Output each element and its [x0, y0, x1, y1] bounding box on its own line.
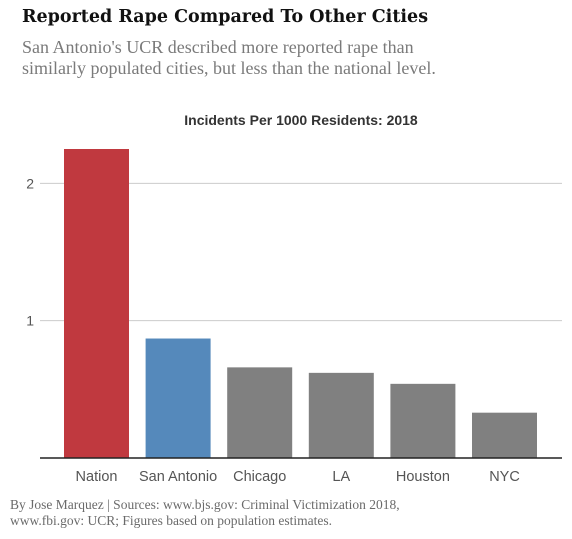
bar-la	[308, 372, 374, 458]
chart-subtitle: San Antonio's UCR described more reporte…	[22, 37, 562, 79]
x-tick-label: NYC	[489, 469, 520, 485]
bar-nation	[64, 149, 129, 458]
x-tick-label: Houston	[396, 469, 450, 485]
bar-san-antonio	[145, 338, 211, 458]
subtitle-line-2: similarly populated cities, but less tha…	[22, 58, 436, 78]
bar-nyc	[472, 412, 537, 458]
subtitle-line-1: San Antonio's UCR described more reporte…	[22, 37, 414, 57]
x-tick-label: Nation	[76, 469, 118, 485]
chart-title: Reported Rape Compared To Other Cities	[22, 7, 429, 27]
x-tick-labels: Nation San Antonio Chicago LA Houston NYC	[76, 469, 520, 485]
bars	[64, 149, 537, 458]
x-tick-label: Chicago	[233, 469, 286, 485]
bar-houston	[390, 383, 456, 458]
x-tick-label: San Antonio	[139, 469, 217, 485]
y-tick-label: 1	[26, 313, 34, 329]
chart-footer: By Jose Marquez | Sources: www.bjs.gov: …	[10, 497, 565, 529]
plot-title: Incidents Per 1000 Residents: 2018	[184, 112, 418, 128]
x-tick-label: LA	[332, 469, 350, 485]
y-tick-labels: 12	[26, 175, 34, 328]
footer-line-2: www.fbi.gov: UCR; Figures based on popul…	[10, 513, 332, 528]
footer-line-1: By Jose Marquez | Sources: www.bjs.gov: …	[10, 497, 400, 512]
y-tick-label: 2	[26, 175, 34, 191]
bar-chicago	[227, 367, 293, 458]
